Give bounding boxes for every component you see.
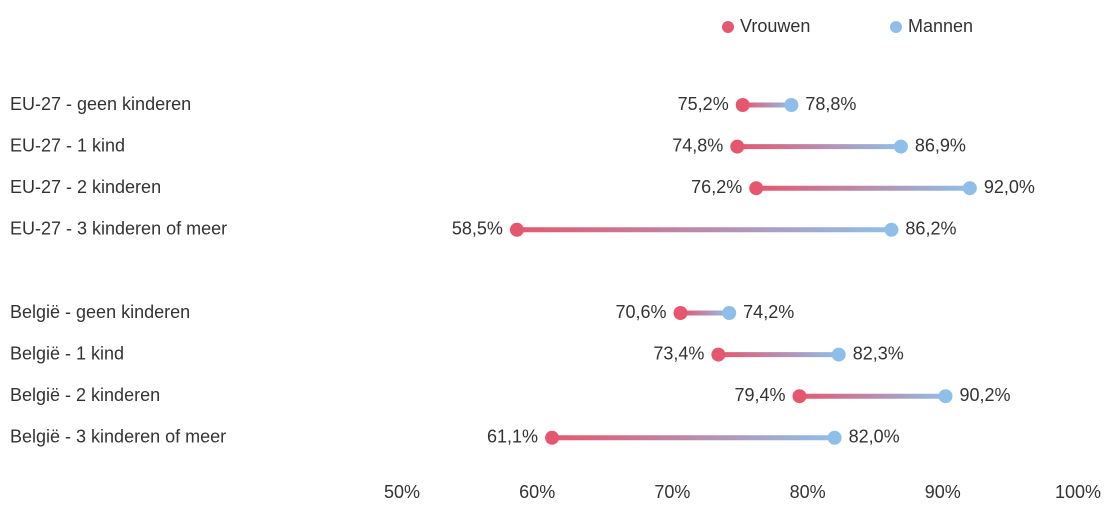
dot-mannen <box>938 389 953 404</box>
dot-vrouwen <box>749 181 764 196</box>
value-label: 61,1% <box>487 427 538 447</box>
x-tick-label: 60% <box>519 482 555 502</box>
value-label: 86,2% <box>905 219 956 239</box>
dot-mannen <box>893 139 908 154</box>
category-label: EU-27 - 2 kinderen <box>10 177 161 197</box>
value-label: 90,2% <box>960 385 1011 405</box>
dot-mannen <box>884 222 899 237</box>
value-label: 75,2% <box>678 94 729 114</box>
value-label: 78,8% <box>805 94 856 114</box>
value-label: 86,9% <box>915 135 966 155</box>
dot-vrouwen <box>509 222 524 237</box>
dot-mannen <box>722 306 737 320</box>
x-tick-label: 70% <box>654 482 690 502</box>
dot-vrouwen <box>673 306 688 320</box>
dot-vrouwen <box>545 430 560 445</box>
legend-label: Vrouwen <box>740 16 810 36</box>
value-label: 79,4% <box>734 385 785 405</box>
legend-label: Mannen <box>908 16 973 36</box>
dot-mannen <box>962 181 977 196</box>
dot-mannen <box>827 430 842 445</box>
dot-vrouwen <box>792 389 807 404</box>
category-label: België - 1 kind <box>10 343 124 363</box>
value-label: 92,0% <box>984 177 1035 197</box>
legend-swatch <box>890 21 902 33</box>
value-label: 82,3% <box>853 343 904 363</box>
value-label: 70,6% <box>615 302 666 322</box>
value-label: 58,5% <box>452 219 503 239</box>
dot-mannen <box>831 347 846 362</box>
value-label: 74,8% <box>672 135 723 155</box>
dot-mannen <box>784 98 799 112</box>
category-label: België - 3 kinderen of meer <box>10 427 226 447</box>
value-label: 82,0% <box>849 427 900 447</box>
legend-swatch <box>722 21 734 33</box>
category-label: EU-27 - 3 kinderen of meer <box>10 219 227 239</box>
x-tick-label: 50% <box>384 482 420 502</box>
x-tick-label: 100% <box>1055 482 1101 502</box>
category-label: EU-27 - 1 kind <box>10 135 125 155</box>
value-label: 74,2% <box>743 302 794 322</box>
category-label: België - geen kinderen <box>10 302 190 322</box>
value-label: 73,4% <box>653 343 704 363</box>
category-label: België - 2 kinderen <box>10 385 160 405</box>
x-tick-label: 80% <box>790 482 826 502</box>
value-label: 76,2% <box>691 177 742 197</box>
dot-vrouwen <box>735 98 750 112</box>
dot-vrouwen <box>730 139 745 154</box>
x-tick-label: 90% <box>925 482 961 502</box>
dot-vrouwen <box>711 347 726 362</box>
category-label: EU-27 - geen kinderen <box>10 94 191 114</box>
